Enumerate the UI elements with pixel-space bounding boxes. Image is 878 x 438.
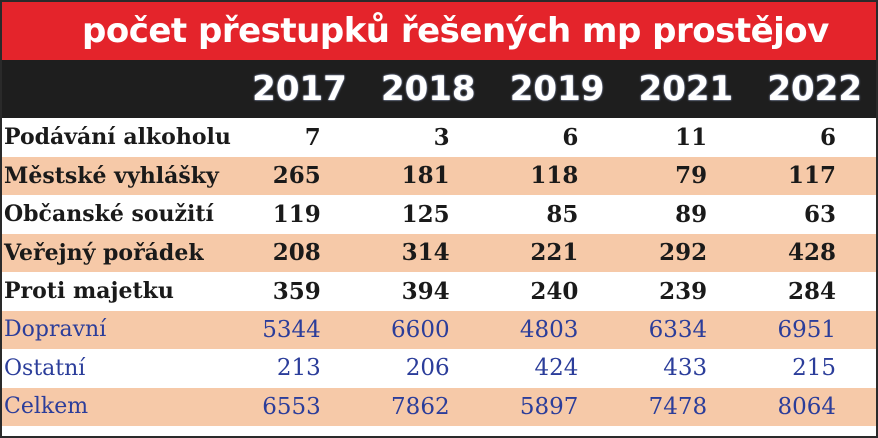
cell-value: 239 xyxy=(659,277,708,305)
table-row: Celkem 6553 7862 5897 7478 8064 xyxy=(2,387,876,426)
cell-value: 314 xyxy=(401,239,450,267)
row-label: Dopravní xyxy=(4,317,107,343)
cell-value: 117 xyxy=(787,162,836,190)
cell-value: 208 xyxy=(272,239,321,267)
cell-value: 119 xyxy=(272,200,321,228)
cell-value: 284 xyxy=(787,277,836,305)
cell-value: 433 xyxy=(663,355,708,382)
cell-value: 125 xyxy=(401,200,450,228)
table-row: Proti majetku 359 394 240 239 284 xyxy=(2,272,876,311)
cell-value: 7 xyxy=(304,123,321,151)
cell-value: 213 xyxy=(276,355,321,382)
row-label: Celkem xyxy=(4,394,89,420)
table-row: Veřejný pořádek 208 314 221 292 428 xyxy=(2,233,876,272)
table-row: Dopravní 5344 6600 4803 6334 6951 xyxy=(2,310,876,349)
cell-value: 6553 xyxy=(262,393,321,420)
cell-value: 6600 xyxy=(391,316,450,343)
row-label: Městské vyhlášky xyxy=(4,162,219,189)
cell-value: 63 xyxy=(803,200,836,228)
table-row: Ostatní 213 206 424 433 215 xyxy=(2,349,876,388)
year-header: 2021 xyxy=(638,69,734,109)
title-bar: počet přestupků řešených mp prostějov xyxy=(2,2,876,60)
cell-value: 206 xyxy=(405,355,450,382)
row-label: Veřejný pořádek xyxy=(4,239,204,266)
header-corner xyxy=(2,60,232,118)
cell-value: 359 xyxy=(272,277,321,305)
table-row: Městské vyhlášky 265 181 118 79 117 xyxy=(2,156,876,195)
cell-value: 221 xyxy=(530,239,579,267)
cell-value: 7478 xyxy=(648,393,708,420)
table-row: Podávání alkoholu 7 3 6 11 6 xyxy=(2,118,876,157)
cell-value: 5897 xyxy=(519,393,579,420)
year-header: 2018 xyxy=(380,69,476,109)
cell-value: 215 xyxy=(792,355,836,382)
cell-value: 265 xyxy=(272,162,321,190)
cell-value: 181 xyxy=(401,162,450,190)
cell-value: 7862 xyxy=(391,393,450,420)
header-row: 2017 2018 2019 2021 2022 xyxy=(2,60,876,118)
row-label: Ostatní xyxy=(4,355,86,381)
cell-value: 6 xyxy=(819,123,836,151)
cell-value: 89 xyxy=(675,200,708,228)
cell-value: 6951 xyxy=(777,316,836,343)
cell-value: 428 xyxy=(787,239,836,267)
table-row: Občanské soužití 119 125 85 89 63 xyxy=(2,195,876,234)
cell-value: 6 xyxy=(562,123,579,151)
cell-value: 85 xyxy=(546,200,579,228)
table-title: počet přestupků řešených mp prostějov xyxy=(82,11,829,51)
row-label: Proti majetku xyxy=(4,278,174,305)
data-table: 2017 2018 2019 2021 2022 Podávání alkoho… xyxy=(2,60,876,426)
cell-value: 5344 xyxy=(262,316,321,343)
cell-value: 8064 xyxy=(777,393,836,420)
row-label: Podávání alkoholu xyxy=(4,124,231,151)
year-header: 2022 xyxy=(767,69,862,109)
table-body: Podávání alkoholu 7 3 6 11 6 Městské vyhlášky 2… xyxy=(2,118,876,426)
cell-value: 3 xyxy=(433,123,450,151)
row-label: Občanské soužití xyxy=(4,201,214,228)
cell-value: 4803 xyxy=(519,316,579,343)
cell-value: 424 xyxy=(534,355,579,382)
cell-value: 118 xyxy=(530,162,579,190)
year-header: 2019 xyxy=(509,69,605,109)
cell-value: 240 xyxy=(530,277,579,305)
cell-value: 6334 xyxy=(648,316,708,343)
cell-value: 292 xyxy=(659,239,708,267)
year-header: 2017 xyxy=(252,69,347,109)
cell-value: 79 xyxy=(675,162,708,190)
cell-value: 394 xyxy=(401,277,450,305)
cell-value: 11 xyxy=(675,123,708,151)
